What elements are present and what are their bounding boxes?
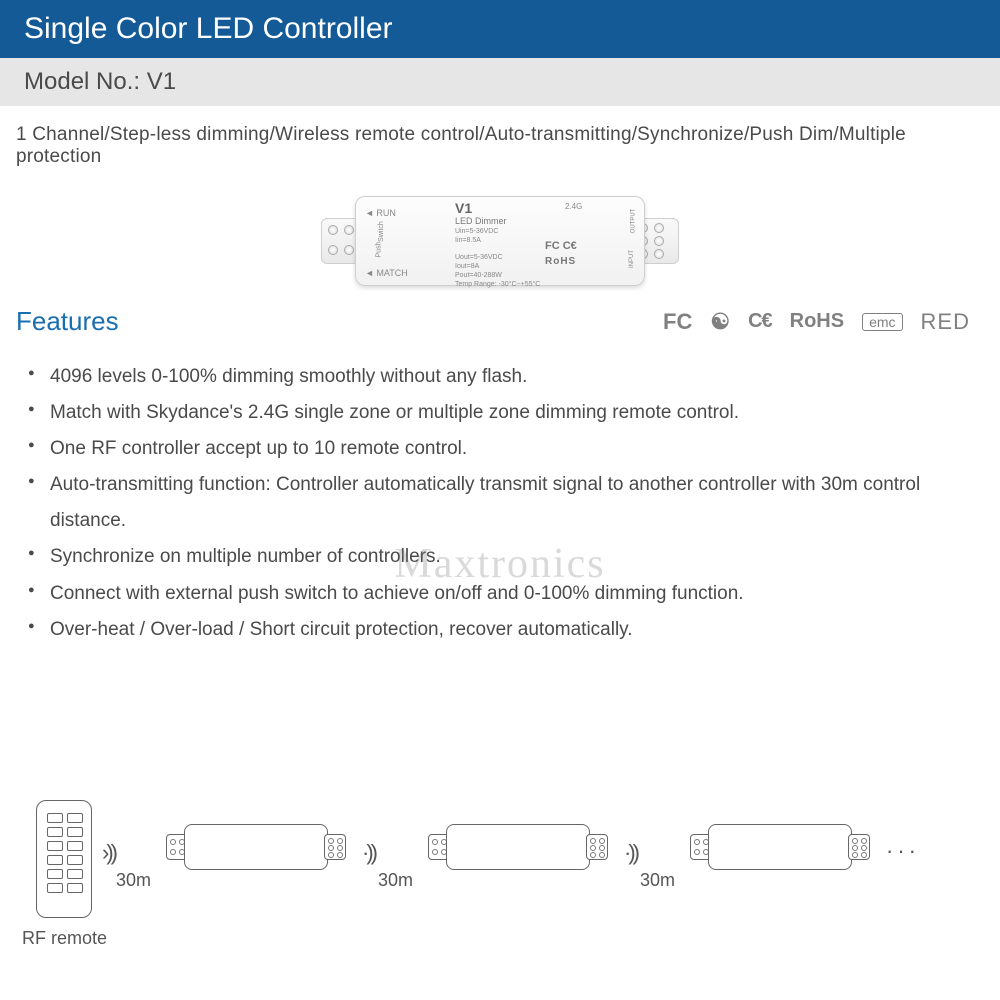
cert-ccc-icon: ☯	[710, 309, 730, 335]
product-illustration-row: ◄ RUN ◄ MATCH Switch Push V1 LED Dimmer …	[0, 168, 1000, 296]
features-list: 4096 levels 0-100% dimming smoothly with…	[0, 337, 1000, 648]
feature-item: Connect with external push switch to ach…	[50, 576, 976, 612]
distance-label: 30m	[640, 870, 675, 891]
cert-red-icon: RED	[921, 309, 970, 335]
distance-label: 30m	[378, 870, 413, 891]
features-heading: Features	[16, 306, 119, 337]
signal-icon: ·))	[362, 840, 375, 866]
signal-icon: ›))	[102, 840, 115, 866]
transmission-diagram: RF remote ›)) 30m ·)) 30m ·)) 30m ···	[16, 800, 976, 970]
feature-item: One RF controller accept up to 10 remote…	[50, 431, 976, 467]
feature-item: Synchronize on multiple number of contro…	[50, 539, 976, 575]
certification-row: FC ☯ C€ RoHS emc RED	[663, 309, 970, 335]
push-label: Push	[375, 242, 382, 258]
controller-unit	[166, 818, 346, 876]
controller-unit	[428, 818, 608, 876]
cert-ce-icon: C€	[748, 310, 772, 333]
wireless-label: 2.4G	[565, 202, 582, 211]
product-name: V1	[455, 200, 472, 216]
features-header-row: Features FC ☯ C€ RoHS emc RED	[0, 296, 1000, 337]
switch-label: Switch	[378, 221, 385, 242]
feature-item: Over-heat / Over-load / Short circuit pr…	[50, 612, 976, 648]
match-label: ◄ MATCH	[365, 268, 408, 278]
product-specs: Uin=5-36VDC Iin=8.5A Uout=5-36VDC Iout=8…	[455, 228, 540, 289]
feature-item: 4096 levels 0-100% dimming smoothly with…	[50, 359, 976, 395]
product-cert-rohs: RoHS	[545, 256, 576, 267]
title-bar: Single Color LED Controller	[0, 0, 1000, 58]
summary-line: 1 Channel/Step-less dimming/Wireless rem…	[0, 106, 1000, 168]
cert-emc-icon: emc	[862, 313, 902, 331]
signal-icon: ·))	[624, 840, 637, 866]
page-title: Single Color LED Controller	[24, 12, 393, 45]
output-label: OUTPUT	[630, 209, 636, 234]
run-label: ◄ RUN	[365, 208, 396, 218]
rf-remote-icon	[36, 800, 92, 918]
ellipsis-icon: ···	[886, 838, 920, 864]
rf-remote-label: RF remote	[22, 928, 107, 949]
controller-unit	[690, 818, 870, 876]
product-illustration: ◄ RUN ◄ MATCH Switch Push V1 LED Dimmer …	[315, 186, 685, 296]
distance-label: 30m	[116, 870, 151, 891]
feature-item: Auto-transmitting function: Controller a…	[50, 467, 976, 539]
cert-fc-icon: FC	[663, 309, 692, 335]
cert-rohs-icon: RoHS	[790, 310, 844, 333]
product-cert-fc: FC C€	[545, 240, 577, 252]
feature-item: Match with Skydance's 2.4G single zone o…	[50, 395, 976, 431]
product-subtitle: LED Dimmer	[455, 216, 507, 226]
model-number: Model No.: V1	[24, 68, 176, 95]
input-label: INPUT	[629, 250, 635, 268]
model-bar: Model No.: V1	[0, 58, 1000, 106]
